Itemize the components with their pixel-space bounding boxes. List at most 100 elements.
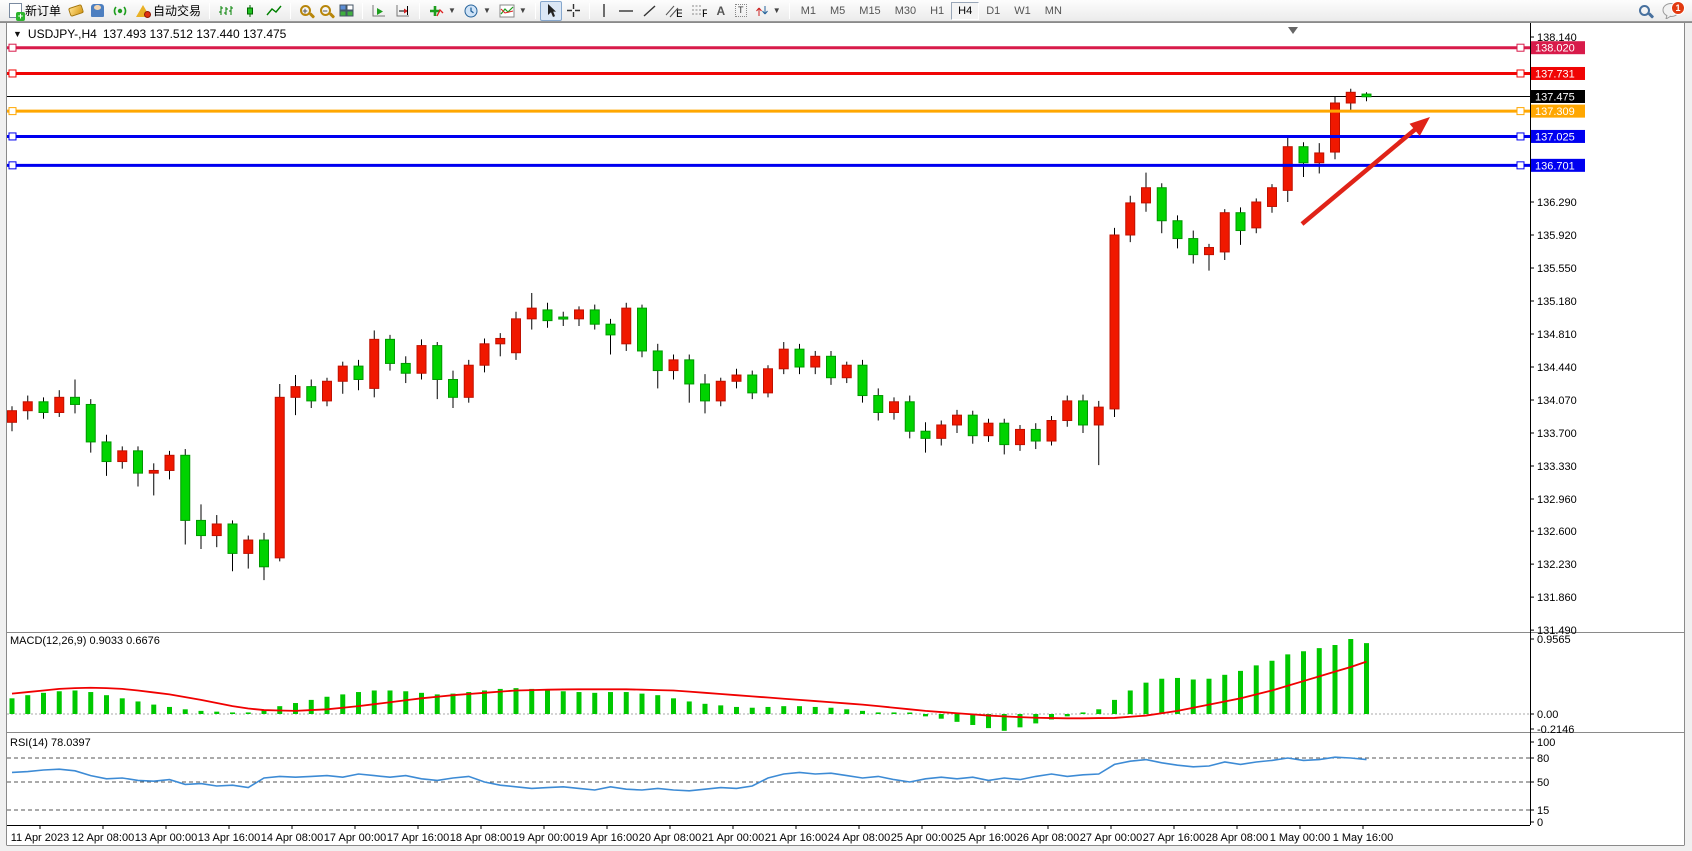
text-tool-button[interactable]: A [711, 1, 731, 21]
candle [70, 396, 80, 405]
cursor-tool-button[interactable] [539, 0, 562, 21]
candle [400, 362, 411, 374]
time-axis-label: 13 Apr 00:00 [135, 832, 197, 844]
indicators-button[interactable]: ▼ [424, 1, 460, 21]
line-handle[interactable] [8, 43, 17, 52]
candlestick-chart-button[interactable] [238, 1, 262, 21]
notifications-button[interactable]: 1 [1662, 0, 1685, 20]
price-tick-label: 132.960 [1537, 494, 1577, 506]
chart-shift-button[interactable] [391, 1, 415, 21]
timeframe-button-m5[interactable]: M5 [830, 4, 846, 17]
time-axis-label: 19 Apr 16:00 [576, 832, 638, 844]
rsi-axis-label: 0 [1537, 817, 1543, 829]
line-handle[interactable] [1516, 69, 1525, 78]
candle [952, 414, 962, 426]
candle [794, 348, 805, 368]
chart-dropdown-icon[interactable]: ▼ [13, 29, 22, 39]
line-handle[interactable] [1516, 132, 1525, 141]
autotrading-button[interactable]: 自动交易 [132, 1, 205, 21]
text-label-icon: T [735, 4, 747, 17]
new-order-button[interactable]: + 新订单 [5, 1, 65, 21]
time-axis-label: 24 Apr 08:00 [828, 832, 890, 844]
text-label-tool-button[interactable]: T [731, 1, 751, 21]
timeframe-button-m30[interactable]: M30 [894, 4, 917, 17]
candle [967, 414, 978, 437]
templates-button[interactable]: ▼ [495, 1, 531, 21]
candle [1093, 406, 1104, 426]
clock-icon [464, 4, 478, 17]
candle [983, 422, 994, 437]
timeframe-button-d1[interactable]: D1 [986, 4, 1001, 17]
time-axis-label: 28 Apr 08:00 [1206, 832, 1268, 844]
line-handle[interactable] [8, 107, 17, 116]
line-handle[interactable] [8, 161, 17, 170]
dropdown-arrow-icon: ▼ [518, 6, 527, 15]
candle [227, 523, 238, 554]
vertical-line-icon [603, 4, 605, 17]
candle [1125, 202, 1136, 236]
dropdown-arrow-icon: ▼ [482, 6, 491, 15]
tile-windows-button[interactable] [335, 1, 358, 21]
crosshair-tool-button[interactable] [562, 1, 585, 21]
timeframe-button-m15[interactable]: M15 [859, 4, 881, 17]
market-button[interactable] [87, 1, 108, 21]
candle [85, 403, 96, 443]
new-order-icon: + [9, 3, 25, 21]
candle [1078, 400, 1088, 426]
candle [511, 318, 521, 354]
price-badge [1531, 90, 1585, 103]
trendline-tool-button[interactable] [638, 1, 661, 21]
price-badge [1531, 66, 1585, 80]
dropdown-arrow-icon: ▼ [772, 6, 781, 15]
line-handle[interactable] [8, 132, 17, 141]
line-handle[interactable] [1516, 43, 1525, 52]
candle [605, 323, 616, 336]
chart-shift-marker[interactable] [1288, 27, 1298, 34]
time-axis-label: 25 Apr 00:00 [891, 832, 953, 844]
signals-button[interactable] [108, 1, 132, 21]
candle [463, 364, 474, 398]
mql5-button[interactable] [65, 1, 87, 21]
equidistant-channel-icon: E [665, 5, 682, 18]
chart-ohlc-quotes: 137.493 137.512 137.440 137.475 [102, 27, 287, 41]
time-axis-label: 25 Apr 16:00 [954, 832, 1016, 844]
candle [38, 401, 49, 413]
timeframe-button-w1[interactable]: W1 [1014, 4, 1031, 17]
line-handle[interactable] [8, 69, 17, 78]
price-badge-label: 137.025 [1535, 131, 1575, 143]
price-badge [1531, 41, 1585, 55]
candle [589, 309, 600, 325]
arrows-tool-button[interactable]: ▼ [751, 1, 785, 21]
bar-chart-button[interactable] [214, 1, 238, 21]
search-button[interactable] [1634, 1, 1654, 21]
time-axis-label: 11 Apr 2023 [11, 832, 70, 844]
candle [164, 454, 175, 471]
price-tick-label: 133.700 [1537, 428, 1577, 440]
time-axis-label: 14 Apr 08:00 [261, 832, 323, 844]
horizontal-line-tool-button[interactable] [614, 1, 638, 21]
timeframe-button-mn[interactable]: MN [1044, 4, 1062, 17]
fibonacci-tool-button[interactable]: F [686, 1, 711, 21]
price-tick-label: 138.140 [1537, 32, 1577, 44]
chart-symbol-period: USDJPY-,H4 [27, 27, 97, 41]
price-tick-label: 131.490 [1537, 625, 1577, 637]
candle [731, 374, 742, 382]
periods-button[interactable]: ▼ [460, 1, 495, 21]
timeframe-button-h1[interactable]: H1 [930, 4, 945, 17]
trend-arrow[interactable] [1300, 122, 1423, 226]
zoom-in-button[interactable]: + [295, 1, 315, 21]
candle [133, 450, 143, 474]
timeframe-button-m1[interactable]: M1 [800, 4, 816, 17]
channel-tool-button[interactable]: E [661, 1, 686, 21]
vertical-line-tool-button[interactable] [594, 1, 614, 21]
line-handle[interactable] [1516, 161, 1525, 170]
auto-scroll-button[interactable] [367, 1, 391, 21]
zoom-out-button[interactable]: − [315, 1, 335, 21]
line-handle[interactable] [1516, 107, 1525, 116]
timeframe-button-h4[interactable]: H4 [951, 1, 980, 20]
candle [196, 519, 206, 537]
line-chart-button[interactable] [262, 1, 286, 21]
price-badge-label: 137.309 [1535, 106, 1575, 118]
